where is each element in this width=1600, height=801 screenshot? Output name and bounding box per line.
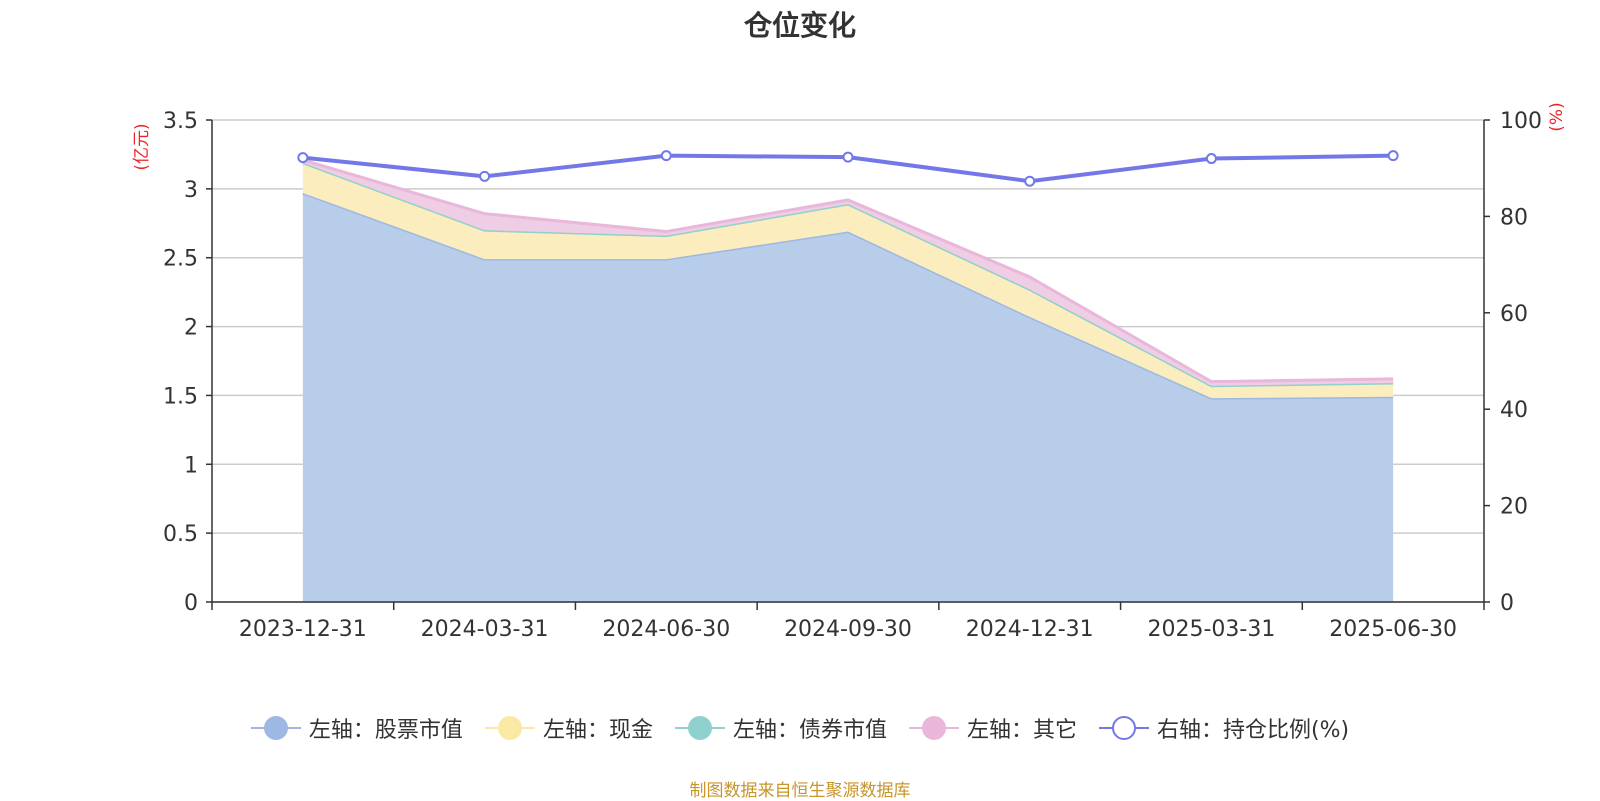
legend-item[interactable]: 左轴：现金	[484, 712, 653, 744]
right-tick-label: 40	[1500, 398, 1528, 423]
chart-title: 仓位变化	[743, 9, 856, 42]
ratio-point	[842, 151, 854, 163]
left-tick-label: 2	[184, 316, 198, 341]
x-tick-label: 2024-12-31	[966, 617, 1094, 642]
right-tick-label: 20	[1500, 495, 1528, 520]
legend-label: 左轴：股票市值	[308, 718, 463, 743]
ratio-point	[1387, 150, 1399, 162]
legend-item[interactable]: 左轴：其它	[908, 712, 1077, 744]
x-tick-label: 2024-03-31	[421, 617, 549, 642]
right-tick-label: 80	[1500, 205, 1528, 230]
legend-symbol	[250, 715, 301, 741]
x-tick-label: 2025-06-30	[1329, 617, 1457, 642]
left-tick-label: 3	[184, 178, 198, 203]
legend-item[interactable]: 右轴：持仓比例(%)	[1098, 712, 1350, 744]
source-note: 制图数据来自恒生聚源数据库	[689, 781, 911, 801]
legend-label: 右轴：持仓比例(%)	[1156, 718, 1350, 743]
right-tick-label: 0	[1500, 591, 1514, 616]
ratio-point	[1024, 175, 1036, 187]
line-series	[297, 150, 1399, 187]
left-tick-label: 0.5	[163, 522, 198, 547]
x-tick-label: 2024-06-30	[602, 617, 730, 642]
right-tick-label: 60	[1500, 302, 1528, 327]
left-tick-label: 1.5	[163, 384, 198, 409]
x-tick-label: 2025-03-31	[1147, 617, 1275, 642]
legend-symbol	[1098, 715, 1149, 741]
legend-symbol	[484, 715, 535, 741]
legend: 左轴：股票市值 左轴：现金 左轴：债券市值 左轴：其它 右轴：持仓比例(%)	[0, 712, 1600, 744]
x-tick-label: 2024-09-30	[784, 617, 912, 642]
ratio-point	[479, 170, 491, 182]
legend-item[interactable]: 左轴：股票市值	[250, 712, 463, 744]
legend-symbol	[908, 715, 959, 741]
left-tick-label: 2.5	[163, 247, 198, 272]
area-1	[302, 162, 1394, 399]
left-tick-label: 3.5	[163, 109, 198, 134]
axes: 0 0.5 1 1.5 2 2.5 3 3.5 0 20 40 60 80 100 2023-12-31 20…	[163, 109, 1542, 642]
ratio-point	[660, 150, 672, 162]
ratio-point	[1205, 153, 1217, 165]
right-axis-label: (%)	[1547, 102, 1567, 131]
legend-label: 左轴：其它	[966, 718, 1077, 743]
area-edge-3	[302, 158, 1394, 384]
legend-label: 左轴：现金	[542, 718, 653, 743]
left-tick-label: 1	[184, 453, 198, 478]
left-axis-label: (亿元)	[132, 123, 152, 170]
x-tick-label: 2023-12-31	[239, 617, 367, 642]
area-series	[302, 158, 1394, 602]
area-0	[302, 192, 1394, 602]
ratio-point	[297, 152, 309, 164]
legend-label: 左轴：债券市值	[732, 718, 887, 743]
left-tick-label: 0	[184, 591, 198, 616]
legend-symbol	[674, 715, 725, 741]
right-tick-label: 100	[1500, 109, 1542, 134]
legend-item[interactable]: 左轴：债券市值	[674, 712, 887, 744]
